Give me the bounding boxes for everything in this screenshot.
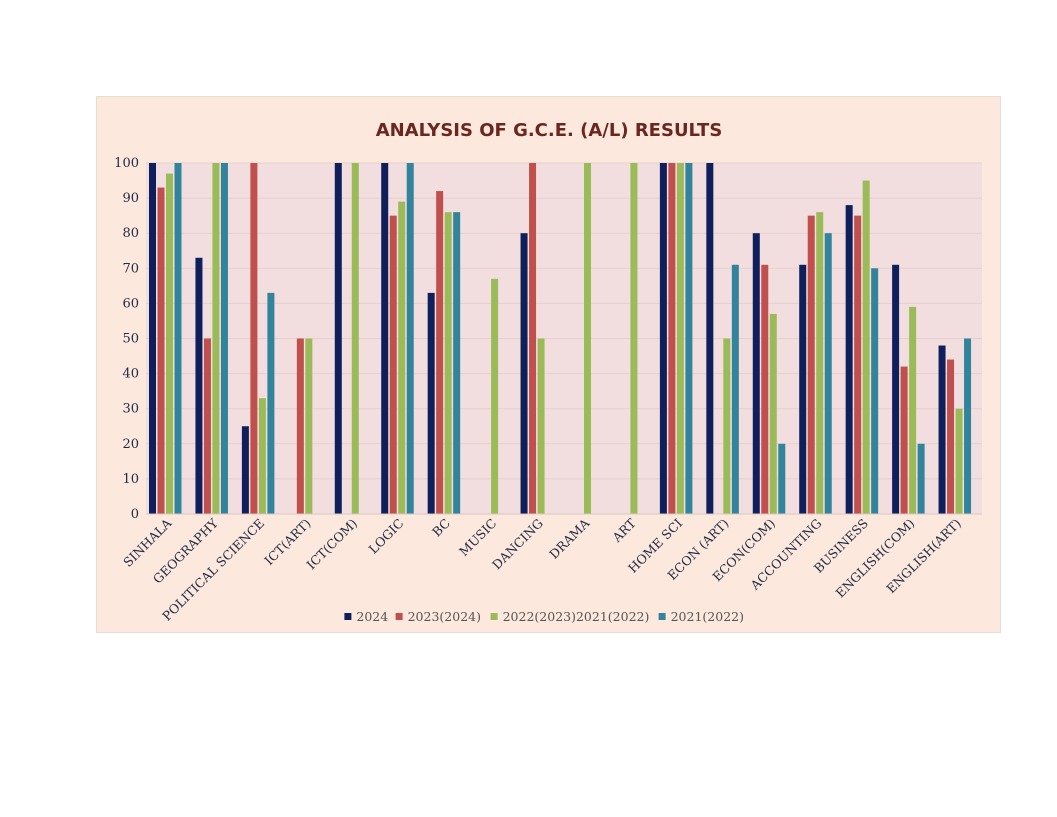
bar-chart: 0 10 20 30 40 50 60 70 80 90 100 SINHALAGEOGRAPHYP… <box>114 120 982 624</box>
y-tick-label: 70 <box>122 261 139 276</box>
bar <box>816 212 824 514</box>
legend-swatch <box>658 613 666 620</box>
bar <box>351 163 359 514</box>
bar <box>584 163 591 514</box>
bar <box>752 233 760 514</box>
bar <box>659 163 667 514</box>
legend-label: 2022(2023)2021(2022) <box>503 609 650 624</box>
bar <box>938 345 946 514</box>
bar <box>731 264 739 514</box>
y-tick-label: 40 <box>122 367 139 382</box>
bar <box>220 163 228 514</box>
x-category-label: BC <box>429 516 453 540</box>
bar <box>166 173 173 514</box>
bar <box>947 359 955 514</box>
bar <box>389 215 397 514</box>
bar <box>381 163 389 514</box>
bar <box>778 443 786 514</box>
bar <box>909 306 917 514</box>
bar <box>436 191 444 514</box>
bar <box>761 264 769 514</box>
x-category-label: ART <box>609 515 640 546</box>
gridlines <box>146 162 982 480</box>
bar <box>769 313 777 514</box>
bar <box>296 338 304 514</box>
chart-frame: 0 10 20 30 40 50 60 70 80 90 100 SINHALA GEOGRAPHY P… <box>96 96 1001 633</box>
legend-item[interactable]: 2023(2024) <box>395 609 481 624</box>
legend-swatch <box>395 613 403 620</box>
bar <box>305 338 313 514</box>
x-category-label: DANCING <box>489 516 546 573</box>
bar <box>668 163 676 514</box>
bar <box>258 398 266 514</box>
x-category-label: ICT(COM) <box>303 516 360 573</box>
legend[interactable]: 2024 2023(2024) 2022(2023)2021(2022) 2021(2… <box>344 609 744 624</box>
bar <box>685 163 693 514</box>
legend-item[interactable]: 2024 <box>344 609 388 624</box>
bar <box>334 163 342 514</box>
bar <box>520 233 528 514</box>
legend-label: 2021(2022) <box>671 609 744 624</box>
x-category-label: MUSIC <box>456 516 499 559</box>
y-tick-label: 60 <box>122 296 139 311</box>
y-axis-ticks: 0 10 20 30 40 50 60 70 80 90 100 <box>114 156 139 522</box>
bar <box>900 366 908 514</box>
y-tick-label: 90 <box>122 191 139 206</box>
legend-label: 2024 <box>356 609 388 624</box>
bar <box>799 264 807 514</box>
bar <box>824 233 832 514</box>
bar <box>250 163 258 514</box>
x-category-label: ENGLISH(COM) <box>833 516 918 601</box>
bar <box>491 278 499 514</box>
bar <box>917 443 925 514</box>
bar <box>212 163 220 514</box>
chart-title: ANALYSIS OF G.C.E. (A/L) RESULTS <box>376 120 723 141</box>
bar <box>157 187 165 514</box>
bar <box>723 338 731 514</box>
bar <box>892 264 900 514</box>
bar <box>195 257 203 514</box>
bar <box>174 163 182 514</box>
bar <box>267 292 275 514</box>
legend-item[interactable]: 2021(2022) <box>658 609 744 624</box>
y-tick-label: 20 <box>122 437 139 452</box>
y-tick-label: 50 <box>122 332 139 347</box>
bar <box>444 212 452 514</box>
legend-item[interactable]: 2022(2023)2021(2022) <box>490 609 650 624</box>
x-category-label: LOGIC <box>366 516 407 557</box>
y-tick-label: 30 <box>122 402 139 417</box>
bar <box>241 426 249 514</box>
y-tick-label: 0 <box>131 507 139 522</box>
bar <box>398 201 406 515</box>
bar <box>706 163 714 514</box>
y-tick-label: 10 <box>122 472 139 487</box>
bars <box>149 163 972 515</box>
bar <box>427 292 435 514</box>
y-tick-label: 80 <box>122 226 139 241</box>
bar <box>630 163 638 514</box>
bar <box>529 163 537 514</box>
y-tick-label: 100 <box>114 156 139 171</box>
bar <box>862 180 870 515</box>
legend-label: 2023(2024) <box>408 609 481 624</box>
bar <box>537 338 545 514</box>
bar <box>149 163 156 514</box>
bar <box>676 163 684 514</box>
legend-swatch <box>344 613 352 620</box>
bar <box>871 268 879 514</box>
bar <box>453 212 461 514</box>
bar <box>955 408 963 514</box>
legend-swatch <box>490 613 498 620</box>
bar <box>854 215 862 514</box>
bar <box>807 215 815 514</box>
bar <box>406 163 414 514</box>
bar <box>964 338 972 514</box>
bar <box>845 205 853 514</box>
bar <box>203 338 211 514</box>
x-category-label: DRAMA <box>546 515 593 562</box>
